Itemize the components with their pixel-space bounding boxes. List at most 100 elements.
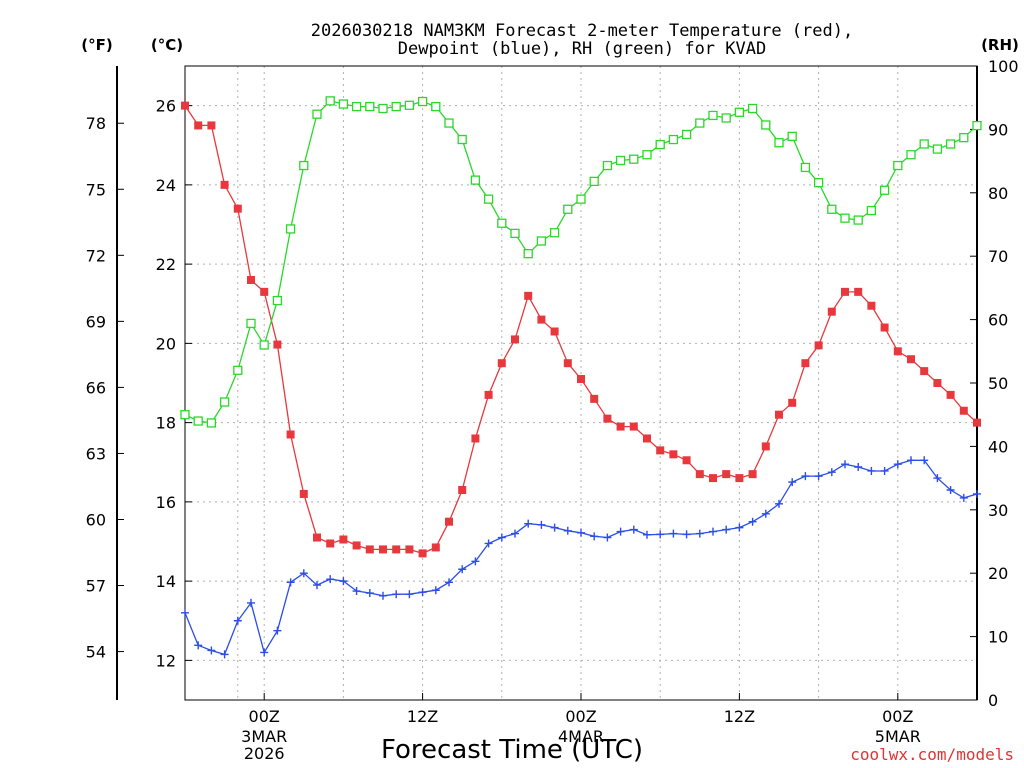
temperature-point [220, 180, 229, 189]
dewpoint-point [550, 523, 559, 532]
temperature-point [603, 414, 612, 423]
dewpoint-point [748, 517, 757, 526]
rh-point [312, 109, 322, 119]
rh-point [193, 416, 203, 426]
rh-point [906, 150, 916, 160]
temperature-point [629, 422, 638, 431]
temperature-point [207, 121, 216, 130]
dewpoint-point [563, 526, 572, 535]
temperature-point [233, 204, 242, 213]
dewpoint-point [194, 641, 203, 650]
temperature-point [880, 323, 889, 332]
dewpoint-point [233, 616, 242, 625]
rh-tick-label: 50 [988, 374, 1008, 393]
dewpoint-point [247, 598, 255, 607]
fahrenheit-axis-label: (°F) [81, 36, 112, 54]
dewpoint-point [537, 520, 546, 529]
temperature-point [273, 340, 282, 349]
dewpoint-point [524, 519, 533, 528]
dewpoint-point [814, 472, 823, 481]
temperature-point [181, 101, 189, 110]
temperature-point [260, 287, 269, 296]
temperature-point [682, 456, 691, 465]
dewpoint-point [722, 525, 731, 534]
rh-point [589, 176, 599, 187]
dewpoint-point [299, 569, 308, 578]
dewpoint-point [379, 591, 387, 600]
celsius-tick-label: 22 [156, 255, 176, 274]
temperature-point [418, 549, 427, 558]
temperature-point [973, 418, 981, 427]
rh-point [483, 194, 494, 204]
fahrenheit-tick-label: 72 [86, 246, 106, 265]
temperature-point [563, 359, 572, 368]
rh-point [972, 120, 982, 131]
temperature-point [643, 434, 651, 443]
temperature-point [326, 539, 335, 548]
rh-point [879, 185, 890, 195]
dewpoint-point [392, 590, 401, 599]
rh-point [932, 144, 943, 154]
credit-text: coolwx.com/models [850, 745, 1014, 764]
celsius-tick-label: 24 [156, 176, 176, 195]
temperature-point [748, 470, 757, 479]
rh-point [259, 340, 269, 350]
rh-point [800, 162, 811, 173]
temperature-point [352, 541, 361, 550]
temperature-point [827, 307, 836, 316]
rh-point [668, 134, 679, 145]
rh-point [893, 160, 903, 171]
temperature-point [959, 406, 968, 415]
axes: 12 14 16 18 20 22 24 26 54 57 60 63 66 69 72 75 78 0 10 20 3… [86, 57, 1019, 763]
temperature-point [656, 446, 665, 455]
dewpoint-point [682, 530, 691, 539]
dewpoint-point [603, 533, 612, 542]
dewpoint-point [577, 528, 585, 537]
dewpoint-point [656, 530, 665, 539]
temperature-point [471, 434, 480, 443]
temperature-point [775, 410, 783, 419]
rh-point [325, 96, 335, 106]
rh-point [602, 160, 613, 171]
dewpoint-point [827, 468, 836, 477]
temperature-point [431, 543, 440, 552]
rh-point [787, 131, 797, 142]
temperature-point [788, 398, 797, 407]
rh-tick-label: 20 [988, 564, 1008, 583]
celsius-tick-label: 18 [156, 414, 176, 433]
rh-point [404, 100, 415, 110]
x-tick-date-label: 4MAR [558, 727, 604, 746]
celsius-tick-label: 14 [156, 572, 176, 591]
dewpoint-point [207, 646, 216, 655]
rh-tick-label: 10 [988, 628, 1008, 647]
temperature-point [339, 535, 348, 544]
fahrenheit-tick-label: 66 [86, 378, 106, 397]
rh-point [827, 204, 837, 214]
rh-point [444, 118, 454, 128]
rh-point [206, 418, 217, 428]
rh-point [510, 228, 520, 239]
x-tick-date-label: 3MAR [241, 727, 287, 746]
temperature-point [933, 379, 942, 387]
temperature-point [590, 394, 599, 403]
dewpoint-point [893, 460, 902, 469]
temperature-point [735, 474, 744, 483]
celsius-tick-label: 26 [156, 97, 176, 116]
temperature-point [405, 545, 414, 554]
temperature-point [458, 485, 467, 494]
temperature-point [194, 121, 203, 130]
dewpoint-point [959, 493, 968, 502]
chart-title-line-2: Dewpoint (blue), RH (green) for KVAD [398, 39, 766, 59]
rh-axis-label: (RH) [981, 36, 1019, 54]
rh-point [774, 138, 784, 148]
rh-tick-label: 100 [988, 57, 1019, 76]
rh-point [695, 118, 705, 128]
fahrenheit-tick-label: 78 [86, 114, 106, 133]
rh-point [642, 150, 652, 160]
rh-point [470, 175, 481, 185]
dewpoint-point [458, 565, 467, 574]
dewpoint-point [788, 478, 797, 487]
rh-point [959, 132, 969, 143]
rh-point [919, 139, 929, 149]
dewpoint-point [973, 489, 981, 498]
